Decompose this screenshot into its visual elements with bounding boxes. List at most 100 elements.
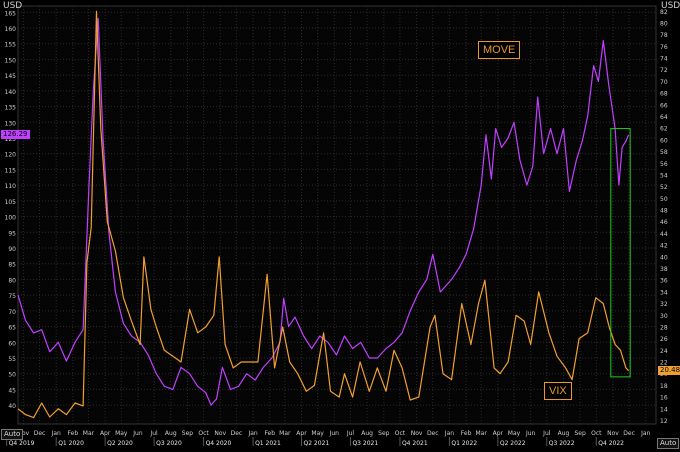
left-tick-label: 45	[8, 387, 16, 394]
right-tick-label: 46	[660, 219, 668, 226]
quarter-label: Q4 2022	[598, 440, 624, 447]
left-tick-label: 105	[5, 199, 17, 206]
left-tick-label: 85	[8, 262, 16, 269]
x-tick-label: Jan	[640, 430, 650, 437]
left-tick-label: 155	[5, 42, 17, 49]
x-tick-label: Jun	[329, 430, 340, 437]
quarter-label: Q4 2019	[9, 440, 35, 447]
move-series-label: MOVE	[478, 41, 521, 59]
left-tick-label: 70	[8, 309, 16, 316]
x-tick-label: Dec	[231, 430, 243, 437]
quarter-label: Q2 2021	[303, 440, 329, 447]
left-tick-label: 115	[5, 167, 17, 174]
right-tick-label: 52	[660, 184, 668, 191]
x-tick-label: Dec	[427, 430, 439, 437]
left-tick-label: 100	[5, 215, 17, 222]
left-tick-label: 75	[8, 293, 16, 300]
left-tick-label: 95	[8, 230, 16, 237]
x-tick-label: Apr	[100, 430, 111, 437]
left-auto-scale-button[interactable]: Auto	[1, 429, 24, 440]
vix-last-value-badge: 20.48	[658, 365, 680, 375]
left-tick-label: 110	[5, 183, 17, 190]
left-tick-label: 40	[8, 403, 16, 410]
right-tick-label: 66	[660, 102, 668, 109]
left-tick-label: 60	[8, 340, 16, 347]
x-tick-label: Nov	[214, 430, 226, 437]
left-tick-label: 135	[5, 105, 17, 112]
right-tick-label: 70	[660, 79, 668, 86]
right-tick-label: 34	[660, 289, 668, 296]
x-tick-label: Dec	[34, 430, 46, 437]
x-tick-label: Jun	[525, 430, 536, 437]
x-tick-label: Feb	[461, 430, 472, 437]
x-tick-label: Nov	[18, 430, 30, 437]
quarter-label: Q4 2021	[402, 440, 428, 447]
x-tick-label: Jan	[247, 430, 257, 437]
x-tick-label: Mar	[83, 430, 95, 437]
quarter-label: Q1 2020	[58, 440, 84, 447]
x-tick-label: Sep	[182, 430, 194, 437]
right-tick-label: 38	[660, 266, 668, 273]
x-tick-label: Nov	[607, 430, 619, 437]
x-tick-label: May	[115, 430, 128, 437]
right-tick-label: 16	[660, 395, 668, 402]
x-tick-label: Jul	[346, 430, 355, 437]
right-tick-label: 80	[660, 20, 668, 27]
left-tick-label: 90	[8, 246, 16, 253]
x-tick-label: May	[508, 430, 521, 437]
quarter-label: Q4 2020	[206, 440, 232, 447]
right-tick-label: 40	[660, 254, 668, 261]
right-tick-label: 50	[660, 196, 668, 203]
quarter-label: Q1 2021	[255, 440, 281, 447]
right-tick-label: 22	[660, 360, 668, 367]
right-tick-label: 58	[660, 149, 668, 156]
right-axis-unit: USD	[661, 1, 680, 11]
right-auto-scale-button[interactable]: Auto	[657, 438, 680, 449]
quarter-label: Q3 2020	[156, 440, 182, 447]
x-tick-label: Oct	[591, 430, 602, 437]
left-tick-label: 120	[5, 152, 17, 159]
x-tick-label: Jun	[132, 430, 143, 437]
x-tick-label: Sep	[378, 430, 390, 437]
right-tick-label: 18	[660, 383, 668, 390]
right-tick-label: 82	[660, 9, 668, 16]
x-tick-label: Aug	[558, 430, 570, 437]
quarter-label: Q2 2020	[107, 440, 133, 447]
right-tick-label: 74	[660, 56, 668, 63]
x-tick-label: Jan	[444, 430, 454, 437]
right-tick-label: 56	[660, 161, 668, 168]
left-tick-label: 165	[5, 10, 17, 17]
x-tick-label: Mar	[476, 430, 488, 437]
x-tick-label: Apr	[296, 430, 307, 437]
x-tick-label: May	[311, 430, 324, 437]
x-tick-label: Feb	[264, 430, 275, 437]
right-tick-label: 42	[660, 243, 668, 250]
move-last-value-badge: 126.29	[1, 129, 30, 139]
vix-series-label: VIX	[544, 382, 572, 400]
vix-line	[17, 10, 630, 419]
x-tick-label: Aug	[165, 430, 177, 437]
left-tick-label: 55	[8, 356, 16, 363]
right-tick-label: 12	[660, 418, 668, 425]
x-tick-label: Jul	[542, 430, 551, 437]
x-tick-label: Mar	[279, 430, 291, 437]
x-tick-label: Sep	[574, 430, 586, 437]
move-line	[17, 18, 630, 406]
x-tick-label: Jan	[51, 430, 61, 437]
left-tick-label: 160	[5, 26, 17, 33]
x-tick-label: Aug	[361, 430, 373, 437]
right-tick-label: 78	[660, 32, 668, 39]
x-tick-label: Apr	[493, 430, 504, 437]
right-tick-label: 44	[660, 231, 668, 238]
right-tick-label: 72	[660, 67, 668, 74]
right-tick-label: 48	[660, 208, 668, 215]
right-tick-label: 32	[660, 301, 668, 308]
highlight-box	[610, 128, 631, 378]
right-tick-label: 68	[660, 91, 668, 98]
quarter-label: Q3 2022	[549, 440, 575, 447]
quarter-label: Q2 2022	[500, 440, 526, 447]
x-tick-label: Feb	[68, 430, 79, 437]
left-tick-label: 50	[8, 372, 16, 379]
right-tick-label: 36	[660, 278, 668, 285]
left-tick-label: 130	[5, 120, 17, 127]
